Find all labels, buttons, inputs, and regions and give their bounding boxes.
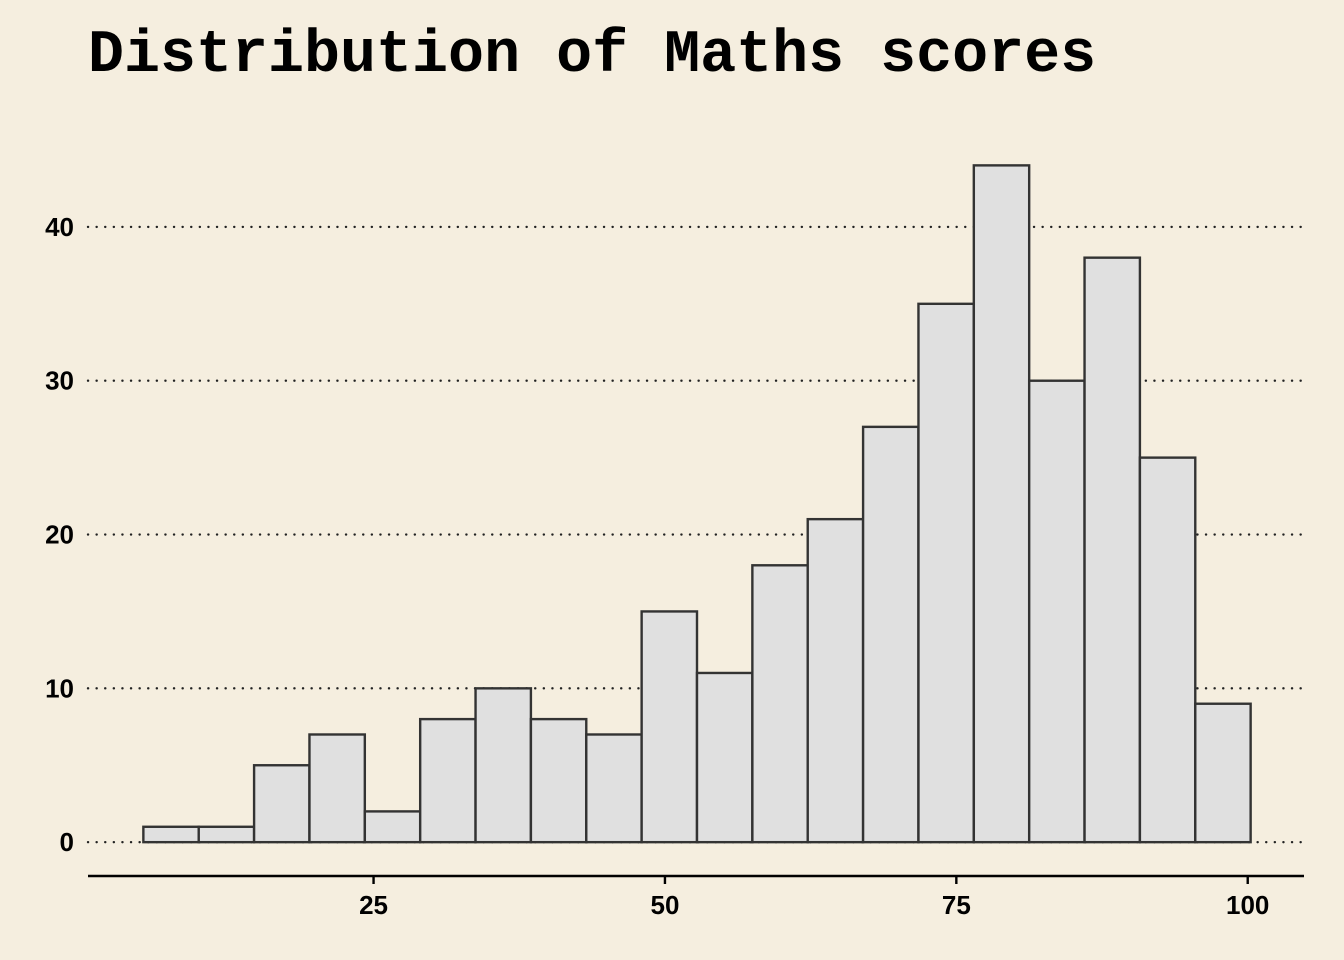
histogram-bar-13 — [861, 425, 920, 844]
histogram-bar-14 — [917, 302, 976, 844]
y-tick-label-30: 30 — [45, 366, 74, 396]
x-tick-label-25: 25 — [359, 890, 388, 920]
histogram-bar-17 — [1083, 256, 1142, 844]
x-tick-label-100: 100 — [1226, 890, 1269, 920]
histogram-bar-5 — [418, 717, 477, 844]
histogram-bar-1 — [197, 825, 256, 844]
histogram-bar-10 — [695, 671, 754, 844]
x-tick-label-75: 75 — [942, 890, 971, 920]
histogram-bar-12 — [806, 517, 865, 844]
y-tick-label-40: 40 — [45, 212, 74, 242]
y-tick-labels: 0 10 20 30 40 — [45, 212, 74, 857]
histogram-bar-6 — [474, 687, 533, 844]
histogram-bar-2 — [252, 764, 311, 844]
x-axis — [88, 874, 1304, 884]
y-tick-label-0: 0 — [60, 827, 74, 857]
x-tick-labels: 25 50 75 100 — [359, 890, 1269, 920]
histogram-bar-19 — [1194, 702, 1252, 844]
y-tick-label-10: 10 — [45, 673, 74, 703]
histogram-bars — [142, 164, 1252, 844]
chart-title: Distribution of Maths scores — [88, 22, 1097, 90]
histogram-bar-3 — [308, 733, 367, 844]
histogram-bar-8 — [585, 733, 643, 844]
histogram-bar-4 — [363, 810, 422, 844]
histogram-bar-18 — [1138, 456, 1197, 844]
histogram-bar-16 — [1027, 379, 1086, 844]
y-tick-label-20: 20 — [45, 520, 74, 550]
x-tick-label-50: 50 — [650, 890, 679, 920]
histogram-bar-0 — [142, 825, 200, 844]
histogram-bar-9 — [640, 610, 699, 844]
histogram-bar-15 — [972, 164, 1031, 844]
histogram-bar-11 — [751, 564, 809, 844]
histogram-bar-7 — [529, 717, 588, 844]
